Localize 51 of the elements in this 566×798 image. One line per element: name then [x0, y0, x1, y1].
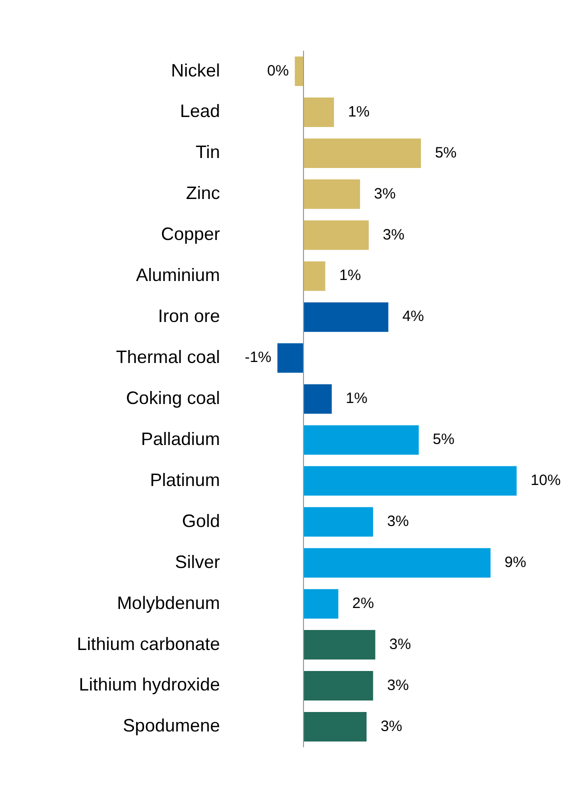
data-label: 3% [389, 636, 411, 653]
data-label: 3% [380, 718, 402, 735]
y-tick-label: Thermal coal [116, 347, 220, 368]
data-label: 9% [504, 554, 526, 571]
y-tick-label: Silver [174, 552, 220, 572]
data-label: 3% [387, 513, 409, 530]
y-tick-label: Lead [180, 101, 220, 122]
y-tick-label: Iron ore [158, 306, 220, 326]
data-label: 3% [374, 185, 396, 202]
y-tick-label: Coking coal [126, 388, 220, 408]
bar [304, 671, 374, 700]
y-tick-label: Palladium [140, 428, 220, 449]
bar [304, 302, 388, 332]
y-tick-label: Spodumene [122, 716, 220, 736]
data-label: 5% [434, 144, 457, 162]
data-label: 1% [339, 267, 361, 284]
bar [304, 630, 376, 660]
y-tick-label: Copper [160, 224, 220, 244]
y-tick-label: Nickel [170, 60, 220, 80]
bar [304, 466, 517, 496]
bar [304, 589, 338, 619]
y-tick-label: Lithium carbonate [76, 634, 220, 654]
bar [304, 179, 360, 209]
bar [304, 712, 367, 742]
bar [304, 507, 374, 537]
y-tick-label: Aluminium [136, 265, 220, 286]
y-tick-label: Zinc [186, 183, 220, 204]
bar [304, 220, 369, 250]
data-label: 10% [530, 472, 561, 490]
y-tick-label: Gold [182, 510, 220, 531]
data-label: 0% [267, 62, 289, 80]
bar [294, 56, 304, 86]
bar [304, 98, 334, 127]
data-label: -1% [244, 349, 272, 366]
bar [304, 384, 332, 414]
y-tick-label: Molybdenum [116, 592, 220, 613]
bar [304, 548, 491, 578]
data-label: 3% [382, 226, 404, 244]
bar [304, 425, 419, 455]
bar [304, 261, 326, 291]
bar [277, 343, 304, 373]
data-label: 5% [432, 431, 454, 448]
data-label: 1% [346, 390, 368, 408]
data-label: 1% [348, 103, 370, 120]
y-tick-label: Platinum [150, 470, 220, 490]
data-label: 3% [387, 676, 409, 694]
data-label: 4% [402, 308, 424, 326]
y-tick-label: Lithium hydroxide [78, 674, 220, 695]
data-label: 2% [352, 594, 374, 612]
y-tick-label: Tin [196, 142, 220, 162]
bar [304, 138, 421, 168]
